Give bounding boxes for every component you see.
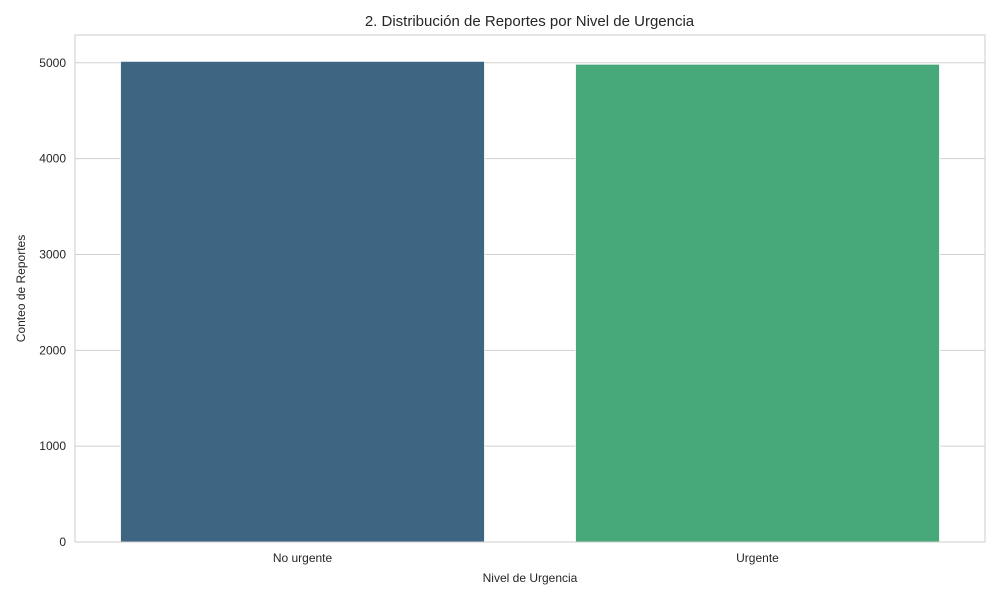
y-tick-label: 0 — [59, 535, 66, 549]
bars — [120, 60, 940, 543]
bar-urgente — [575, 63, 940, 543]
y-axis-ticks: 0 1000 2000 3000 4000 5000 — [39, 56, 66, 549]
x-tick-label: Urgente — [736, 551, 779, 565]
y-tick-label: 5000 — [39, 56, 66, 70]
x-tick-label: No urgente — [273, 551, 333, 565]
y-tick-label: 3000 — [39, 247, 66, 261]
y-tick-label: 1000 — [39, 439, 66, 453]
bar-no-urgente — [120, 60, 485, 543]
chart-title: 2. Distribución de Reportes por Nivel de… — [365, 13, 695, 30]
y-axis-title: Conteo de Reportes — [14, 235, 28, 342]
x-axis-ticks: No urgente Urgente — [273, 551, 779, 565]
y-tick-label: 2000 — [39, 343, 66, 357]
plot-area-frame — [74, 34, 986, 543]
x-axis-title: Nivel de Urgencia — [483, 571, 578, 585]
y-tick-label: 4000 — [39, 152, 66, 166]
